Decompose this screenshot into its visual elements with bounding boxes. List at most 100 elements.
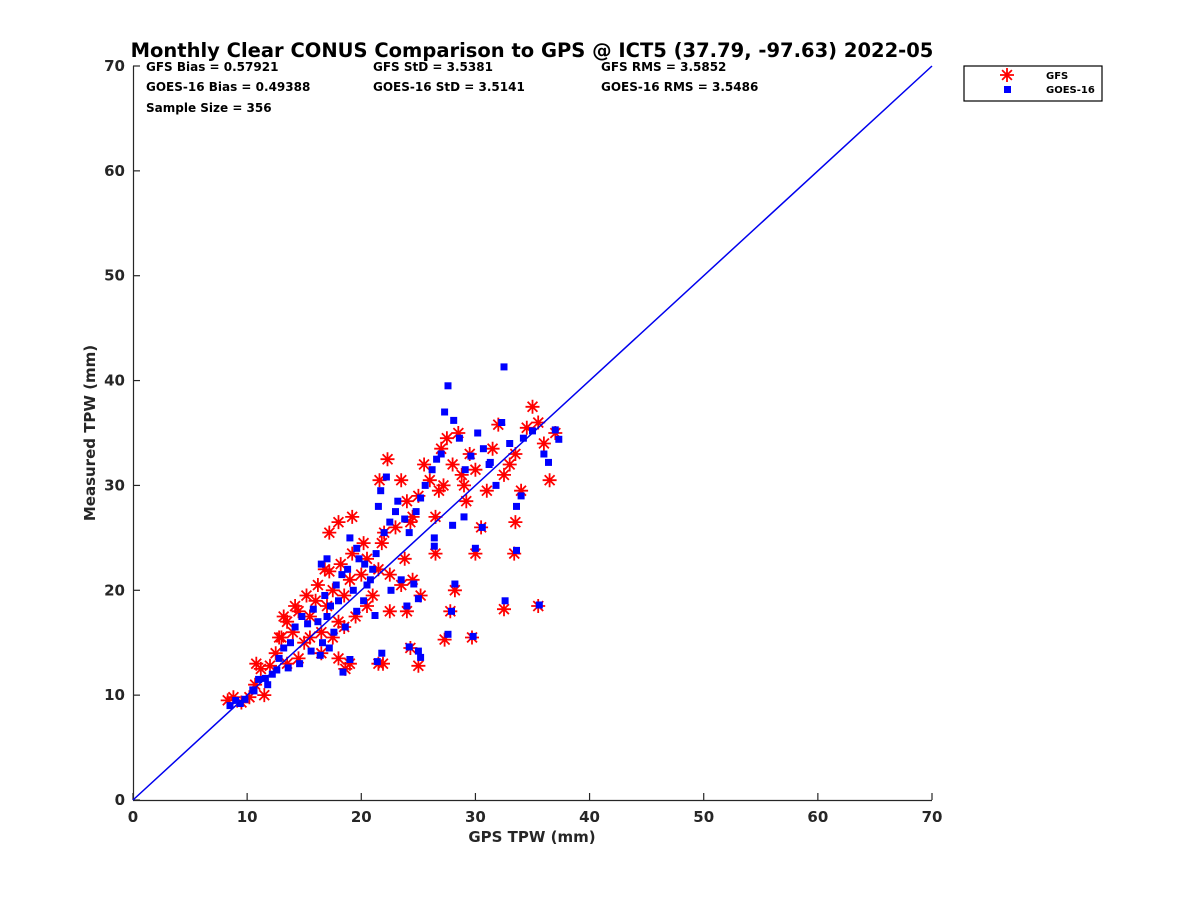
goes-16-point <box>474 429 482 437</box>
gfs-point <box>342 572 357 587</box>
goes-16-point <box>346 534 354 542</box>
goes-16-point <box>304 620 312 628</box>
goes-16-point <box>346 656 354 663</box>
goes-16-point <box>444 630 452 638</box>
goes-16-point <box>513 546 520 554</box>
goes-16-point <box>486 458 494 466</box>
gfs-point <box>299 588 314 603</box>
goes-16-point <box>430 534 438 542</box>
x-tick-label: 20 <box>351 808 372 826</box>
goes-16-point <box>226 702 234 710</box>
gfs-point <box>331 651 346 666</box>
goes-16-point <box>498 419 506 426</box>
goes-16-point <box>287 639 294 647</box>
gfs-point <box>374 536 389 551</box>
goes-16-point <box>360 597 368 605</box>
goes-16-point <box>341 623 349 631</box>
goes-16-point <box>451 580 459 588</box>
goes-16-point <box>410 580 418 588</box>
goes-16-point <box>421 481 429 489</box>
gfs-point <box>454 467 469 482</box>
goes-16-point <box>386 518 394 526</box>
goes-16-point <box>332 581 340 589</box>
goes-16-point <box>268 670 276 678</box>
gfs-point <box>457 478 471 493</box>
goes-16-point <box>264 681 272 689</box>
gfs-point <box>276 609 291 624</box>
goes-16-point <box>448 607 455 615</box>
goes-16-point <box>467 452 475 460</box>
gfs-point <box>348 609 363 624</box>
gfs-point <box>479 483 494 498</box>
gfs-point <box>428 509 443 524</box>
gfs-point <box>388 520 403 535</box>
gfs-point <box>485 441 500 456</box>
chart-title: Monthly Clear CONUS Comparison to GPS @ … <box>131 39 934 62</box>
gfs-point <box>536 436 551 451</box>
y-tick-label: 40 <box>104 372 125 390</box>
goes-16-point <box>545 458 552 466</box>
goes-16-point <box>417 653 425 661</box>
goes-16-point <box>353 544 361 552</box>
gfs-point <box>508 515 523 530</box>
gfs-point <box>263 658 277 673</box>
goes-16-point <box>380 529 388 537</box>
gfs-point <box>417 457 432 472</box>
x-tick-label: 10 <box>237 808 258 826</box>
gfs-point <box>451 426 466 440</box>
gfs-point <box>272 630 287 645</box>
gfs-point <box>439 431 454 446</box>
goes-16-point <box>460 513 468 521</box>
gfs-point <box>291 604 306 619</box>
gfs-point <box>325 630 340 645</box>
gfs-point <box>331 515 346 530</box>
gfs-point <box>345 546 360 561</box>
gfs-point <box>337 588 352 603</box>
goes-16-point <box>405 643 413 651</box>
gfs-point <box>531 415 546 430</box>
goes-16-point <box>232 696 240 704</box>
gfs-point <box>508 447 523 461</box>
goes-16-point <box>314 618 322 626</box>
goes-16-point <box>355 555 363 563</box>
gfs-point <box>314 625 329 640</box>
x-tick-label: 60 <box>807 808 828 826</box>
y-tick-label: 30 <box>104 476 125 494</box>
gfs-point <box>436 478 451 493</box>
gfs-point <box>310 578 325 592</box>
goes-16-point <box>280 644 288 652</box>
goes-16-point <box>339 668 347 676</box>
gfs-point <box>257 688 272 703</box>
y-axis-label: Measured TPW (mm) <box>81 345 99 521</box>
gfs-point <box>356 536 371 551</box>
x-tick-label: 50 <box>693 808 714 826</box>
y-tick-label: 10 <box>104 686 125 704</box>
stat-gfs-bias: GFS Bias = 0.57921 <box>146 60 278 74</box>
goes-16-point <box>471 544 479 552</box>
gfs-point <box>445 457 460 472</box>
gfs-point <box>268 646 283 661</box>
gfs-point <box>497 467 511 482</box>
one-to-one-line <box>132 65 933 801</box>
goes-16-point <box>349 586 357 594</box>
gfs-point <box>365 588 380 603</box>
gfs-point <box>542 473 557 488</box>
goes-16-point <box>255 675 263 683</box>
goes-16-point <box>353 607 361 615</box>
goes-16-point <box>433 455 441 463</box>
gfs-point <box>376 656 390 671</box>
goes-16-point <box>417 494 425 502</box>
x-ticks: 0 10 20 30 40 50 60 70 <box>128 793 942 826</box>
stat-goes-bias: GOES-16 Bias = 0.49388 <box>146 80 310 94</box>
gfs-point <box>459 494 474 509</box>
goes-16-point <box>374 502 382 510</box>
gfs-point <box>394 473 409 488</box>
goes-16-point <box>394 497 402 505</box>
gfs-point <box>302 609 317 624</box>
gfs-point <box>248 677 263 692</box>
goes-16-point <box>405 529 413 537</box>
goes-16-point <box>430 542 438 550</box>
y-ticks: 0 10 20 30 40 50 60 70 <box>104 57 140 809</box>
goes-16-point <box>444 382 452 390</box>
